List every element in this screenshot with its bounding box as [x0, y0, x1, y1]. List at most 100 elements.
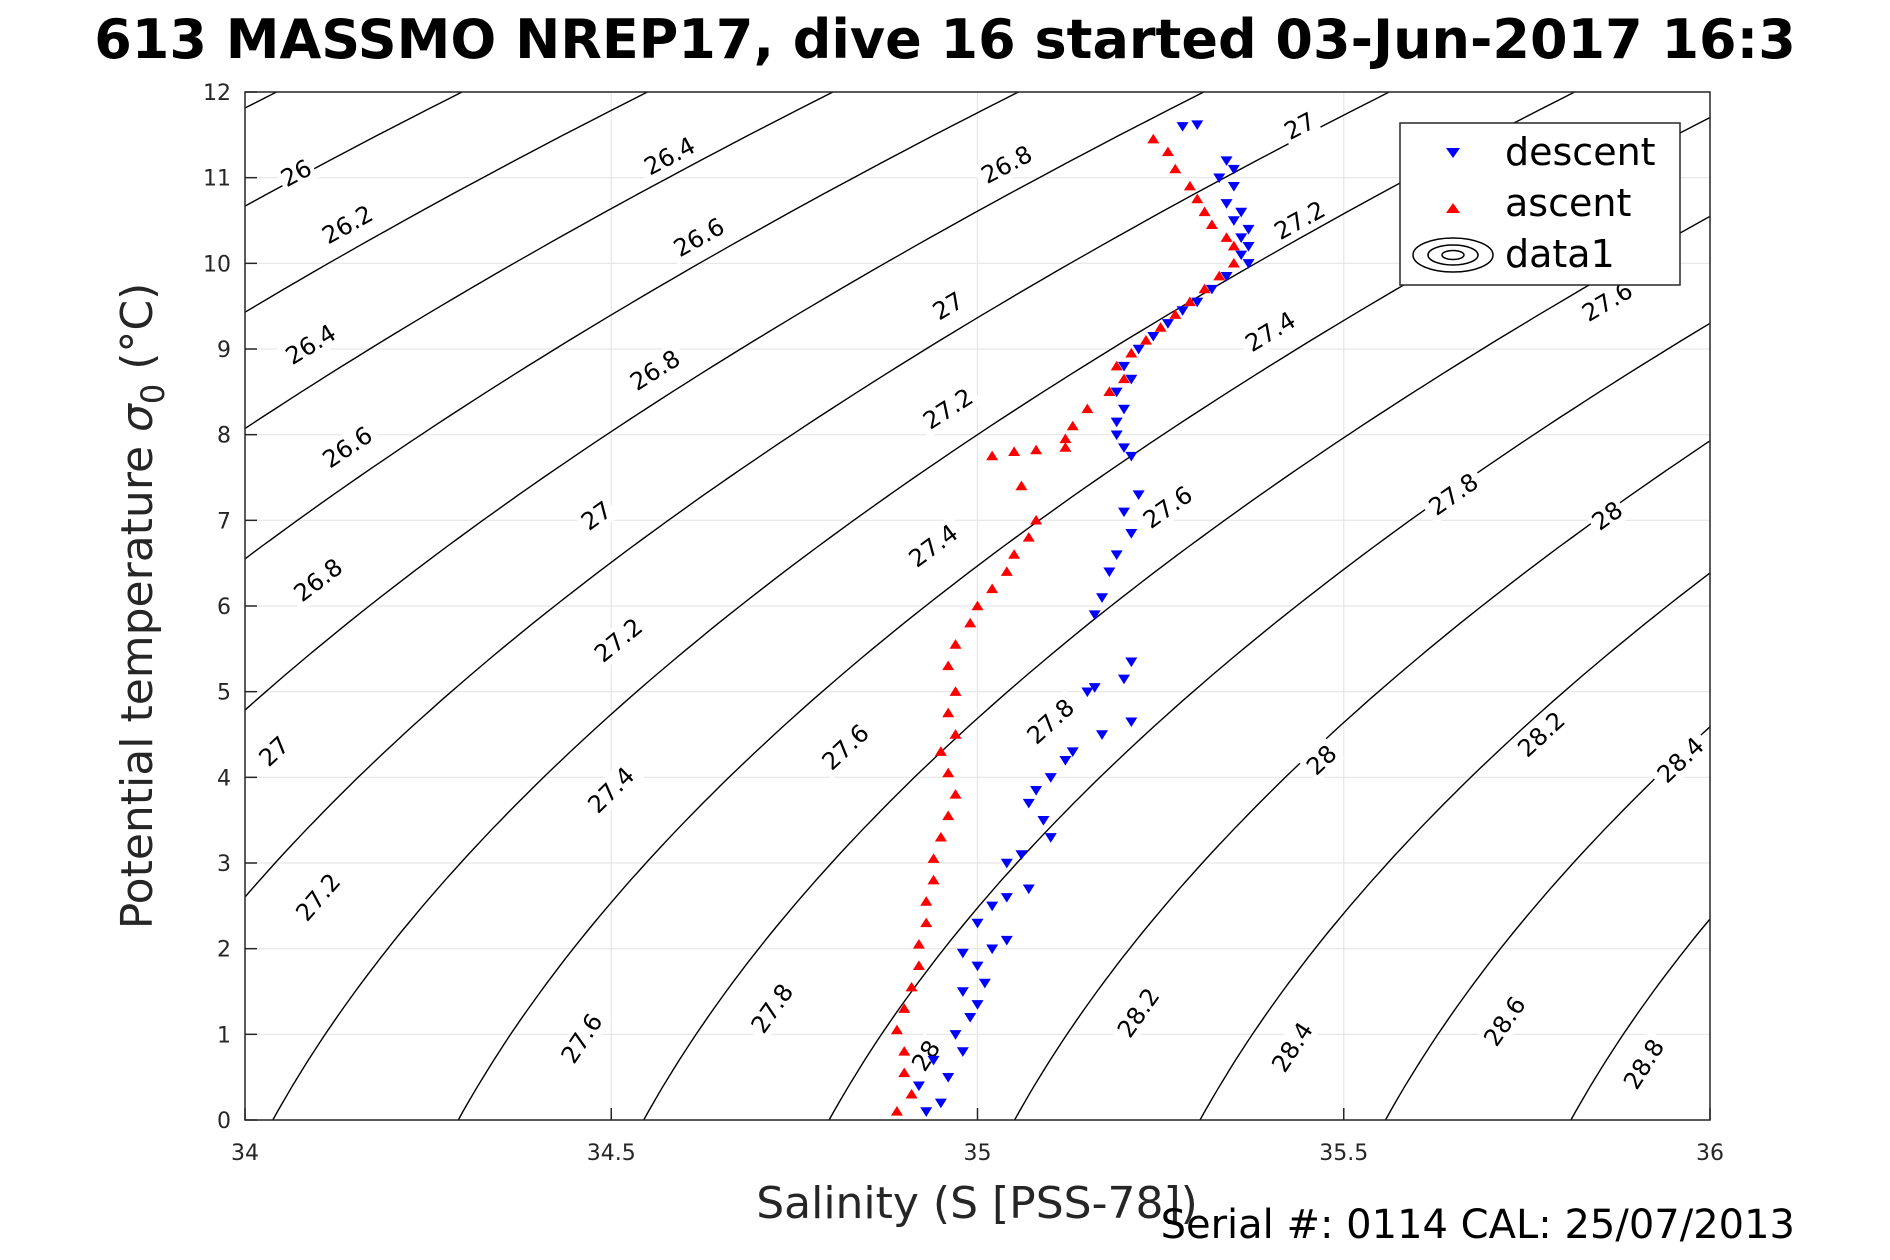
ascent-marker — [1220, 232, 1233, 242]
descent-marker — [1096, 730, 1109, 740]
ascent-marker — [898, 1003, 911, 1013]
descent-marker — [978, 978, 991, 989]
legend-descent-marker — [1446, 148, 1460, 158]
ascent-marker — [1183, 180, 1196, 191]
descent-marker — [1235, 233, 1248, 244]
ascent-marker — [920, 896, 933, 906]
descent-marker — [1235, 207, 1248, 218]
ascent-marker — [890, 1024, 903, 1035]
y-axis-label-text: Potential temperature — [112, 432, 163, 929]
ascent-marker — [1030, 514, 1043, 525]
descent-marker — [1125, 657, 1138, 668]
descent-marker — [912, 1081, 925, 1092]
y-tick-label: 10 — [203, 252, 231, 277]
sigma-contour-line — [244, 91, 834, 430]
descent-marker — [1103, 567, 1116, 578]
y-tick-label: 2 — [217, 938, 231, 963]
ascent-marker — [898, 1067, 911, 1078]
ascent-marker — [1169, 309, 1182, 319]
legend-descent-label: descent — [1505, 130, 1656, 174]
ascent-marker — [1066, 420, 1079, 431]
descent-marker — [1059, 756, 1072, 766]
ascent-marker — [1227, 240, 1240, 251]
y-tick-label: 8 — [217, 424, 231, 449]
descent-marker — [1044, 833, 1057, 843]
descent-marker — [1118, 507, 1130, 518]
ascent-marker — [1183, 296, 1196, 307]
ascent-marker — [964, 617, 977, 628]
descent-marker — [1000, 893, 1013, 903]
contour-label-background — [1265, 192, 1335, 249]
x-tick-label: 36 — [1696, 1141, 1724, 1166]
y-tick-label: 5 — [217, 681, 231, 706]
contour-label-background — [634, 128, 705, 184]
descent-marker — [1110, 550, 1123, 560]
y-axis-label-subscript: 0 — [134, 384, 172, 404]
x-tick-label: 34.5 — [587, 1141, 636, 1166]
ascent-marker — [1081, 403, 1094, 414]
contour-label-background — [1108, 978, 1169, 1048]
descent-marker — [1227, 216, 1240, 226]
ascent-marker — [949, 686, 962, 696]
ascent-marker — [949, 729, 962, 739]
descent-marker — [1015, 850, 1028, 860]
legend-data1-label: data1 — [1505, 232, 1615, 276]
descent-marker — [1132, 344, 1145, 355]
contour-label-background — [313, 418, 382, 477]
ascent-marker — [986, 450, 999, 461]
ascent-marker — [898, 1046, 911, 1056]
sigma-contour-line — [244, 91, 463, 207]
contour-label-background — [812, 715, 879, 780]
ascent-marker — [971, 600, 984, 611]
contour-label-background — [276, 316, 346, 374]
descent-marker — [1096, 593, 1109, 603]
ascent-marker — [949, 639, 962, 649]
descent-marker — [920, 1107, 933, 1117]
ascent-marker — [1147, 133, 1160, 144]
ascent-marker — [986, 583, 999, 594]
contour-label-background — [552, 1004, 612, 1074]
ascent-marker — [927, 853, 940, 863]
ascent-marker — [1110, 360, 1123, 371]
contour-label-background — [1299, 737, 1345, 783]
descent-marker — [1227, 164, 1240, 175]
descent-marker — [1118, 443, 1130, 453]
descent-marker — [1000, 935, 1013, 946]
contour-label-background — [1584, 494, 1631, 538]
y-tick-label: 0 — [217, 1109, 231, 1134]
sigma-contour-line — [244, 91, 1205, 711]
ascent-marker — [1125, 347, 1138, 358]
contour-label-background — [742, 974, 803, 1043]
contour-label-background — [312, 197, 383, 253]
contour-label-background — [664, 209, 734, 266]
descent-marker — [1220, 271, 1233, 282]
ascent-marker — [1227, 257, 1240, 268]
contour-label-background — [904, 1033, 948, 1079]
contour-label-background — [925, 284, 971, 328]
ascent-marker — [1059, 433, 1072, 444]
contour-label-background — [899, 515, 968, 577]
descent-marker — [1176, 122, 1189, 132]
ascent-marker — [1015, 480, 1028, 491]
ascent-marker — [934, 831, 947, 842]
x-tick-label: 35 — [964, 1141, 992, 1166]
descent-marker — [1205, 284, 1218, 295]
descent-marker — [934, 1098, 947, 1109]
ascent-marker — [934, 746, 947, 756]
ascent-marker — [890, 1106, 903, 1116]
ascent-marker — [1169, 163, 1182, 174]
descent-marker — [1030, 785, 1043, 796]
sigma-contour-line — [1013, 440, 1711, 1121]
contour-label-background — [1572, 273, 1643, 331]
ascent-marker — [1198, 283, 1211, 294]
descent-marker — [1176, 306, 1189, 316]
ascent-marker — [1118, 373, 1130, 384]
ascent-marker — [1030, 444, 1043, 455]
descent-marker — [1161, 319, 1174, 329]
ascent-marker — [1191, 193, 1204, 204]
descent-marker — [1110, 387, 1123, 398]
descent-marker — [971, 918, 984, 929]
contour-label-background — [1647, 728, 1714, 793]
x-tick-label: 35.5 — [1319, 1141, 1368, 1166]
ascent-marker — [1059, 442, 1072, 452]
